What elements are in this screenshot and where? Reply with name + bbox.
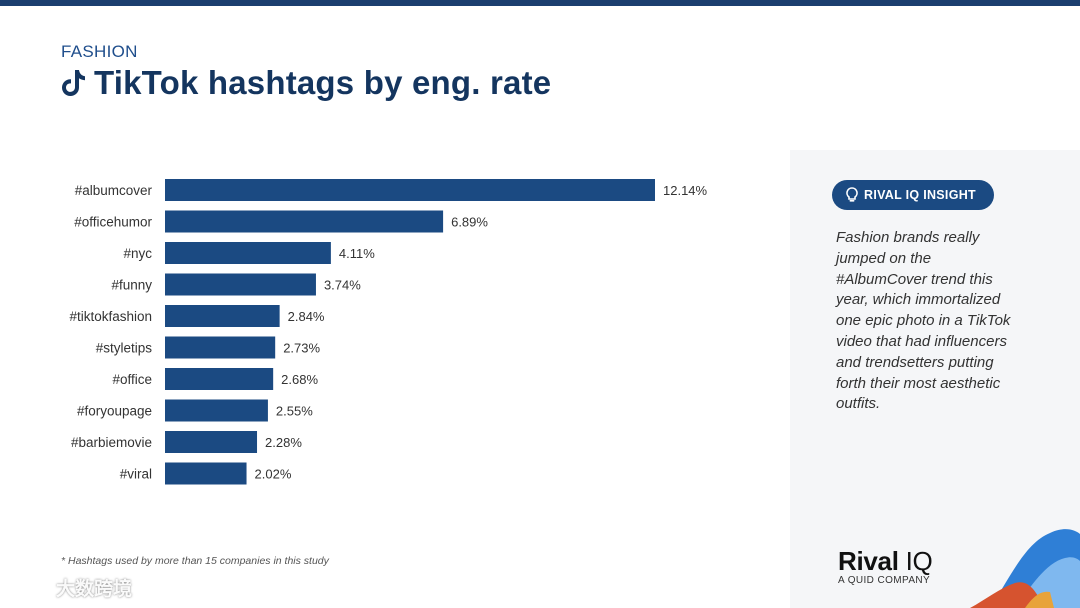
category-label: #barbiemovie xyxy=(71,435,152,450)
category-label: #tiktokfashion xyxy=(69,309,152,324)
bar xyxy=(165,336,276,359)
value-label: 2.02% xyxy=(255,467,292,482)
watermark-logo-icon xyxy=(10,577,48,598)
value-label: 12.14% xyxy=(663,183,708,198)
bar xyxy=(165,179,655,201)
insight-panel: RIVAL IQ INSIGHT Fashion brands really j… xyxy=(790,150,1080,608)
bar xyxy=(165,242,331,264)
value-label: 2.73% xyxy=(283,341,320,356)
bar xyxy=(165,462,247,485)
bar xyxy=(165,431,258,453)
page-title: TikTok hashtags by eng. rate xyxy=(94,64,552,101)
category-label: #foryoupage xyxy=(77,404,152,419)
tiktok-icon xyxy=(62,70,85,96)
brand-name-bold: Rival xyxy=(838,546,899,576)
brand-tagline: A QUID COMPANY xyxy=(838,575,931,586)
category-label: #nyc xyxy=(123,246,152,261)
watermark-text: 大数跨境 xyxy=(56,579,133,600)
value-label: 2.68% xyxy=(281,372,318,387)
value-label: 4.11% xyxy=(339,246,375,261)
bar-chart: #albumcover 12.14% #officehumor 6.89% #nyc 4.… xyxy=(69,179,708,485)
bar xyxy=(165,305,280,327)
insight-badge-label: RIVAL IQ INSIGHT xyxy=(864,188,976,202)
value-label: 3.74% xyxy=(324,278,361,293)
brand-name-light: IQ xyxy=(905,546,933,576)
brand-name: Rival IQ xyxy=(838,546,933,576)
category-label: #albumcover xyxy=(75,183,153,198)
bar xyxy=(165,210,444,233)
insight-badge: RIVAL IQ INSIGHT xyxy=(832,180,994,210)
category-label: #office xyxy=(112,372,152,387)
value-label: 6.89% xyxy=(451,215,488,230)
category-label: #viral xyxy=(120,467,152,482)
bar xyxy=(165,399,268,422)
bar xyxy=(165,273,316,296)
bar xyxy=(165,368,274,390)
category-label: #funny xyxy=(111,278,152,293)
category-eyebrow: FASHION xyxy=(61,42,138,61)
rival-iq-logo: Rival IQ A QUID COMPANY xyxy=(838,546,933,586)
lightbulb-icon xyxy=(846,187,858,202)
value-label: 2.28% xyxy=(265,435,302,450)
category-label: #styletips xyxy=(96,341,153,356)
value-label: 2.55% xyxy=(276,404,313,419)
insight-text: Fashion brands really jumped on the #Alb… xyxy=(836,229,1011,413)
title-row: TikTok hashtags by eng. rate xyxy=(60,64,551,102)
footnote: * Hashtags used by more than 15 companie… xyxy=(61,555,329,567)
watermark: 大数跨境 xyxy=(8,574,132,601)
value-label: 2.84% xyxy=(288,309,325,324)
category-label: #officehumor xyxy=(74,215,152,230)
decorative-wave xyxy=(970,529,1080,608)
top-accent-bar xyxy=(0,0,1080,6)
